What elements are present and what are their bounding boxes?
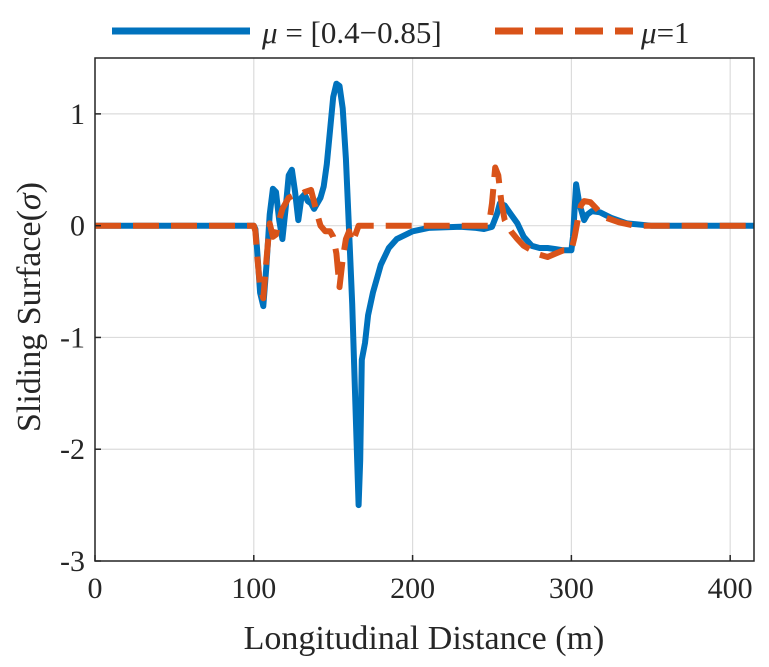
legend-label-series-1: μ = [0.4−0.85] [261,15,442,50]
legend-rest-series-1: = [0.4−0.85] [278,15,442,50]
ticks: 0 100 200 300 400 -3 -2 -1 0 1 [60,98,753,605]
series-layer [95,80,754,509]
x-tick-label: 200 [390,572,435,605]
legend-label-series-2: μ=1 [640,15,690,50]
legend-rest-series-2: =1 [657,15,690,50]
plot-area [95,58,754,561]
y-tick-label: -1 [60,321,85,354]
x-tick-label: 0 [88,572,103,605]
legend-symbol-series-2: μ [640,15,657,50]
y-axis-title-prefix: Sliding Surface( [11,210,48,432]
x-tick-label: 400 [708,572,753,605]
plot-frame [94,57,755,562]
x-axis-title: Longitudinal Distance (m) [244,620,605,657]
y-tick-label: 0 [70,210,85,243]
y-tick-label: 1 [70,98,85,131]
y-axis-title: Sliding Surface(σ) [11,182,48,432]
y-axis-title-symbol: σ [11,192,48,210]
series-line-2 [95,164,754,302]
x-tick-label: 100 [231,572,276,605]
x-tick-label: 300 [549,572,594,605]
y-axis-title-suffix: ) [11,182,48,193]
legend-symbol-series-1: μ [261,15,278,50]
y-tick-label: -3 [60,545,85,578]
y-tick-label: -2 [60,433,85,466]
legend: μ = [0.4−0.85] μ=1 [112,15,690,50]
